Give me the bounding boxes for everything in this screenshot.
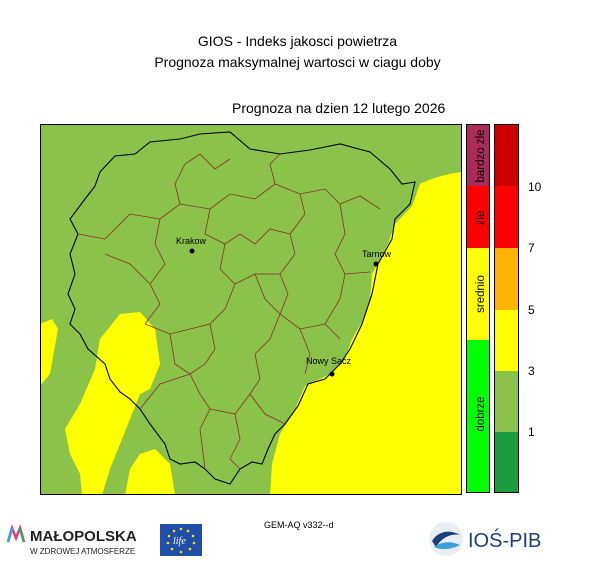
ios-pib-logo: IOŚ-PIB [429,522,541,556]
category-swatch-srednio [466,248,490,340]
moderate-zone-south [125,449,175,495]
moderate-zone-southwest [40,319,58,386]
forecast-date: Prognoza na dzien 12 lutego 2026 [232,100,446,116]
map-frame [40,124,462,495]
index-tick-7: 7 [528,241,535,255]
category-swatch-zle [466,186,490,248]
city-label-tarnow: Tarnow [362,249,392,259]
index-tick-3: 3 [528,364,535,378]
index-swatch-5 [494,248,519,310]
city-krakow[interactable]: Krakow [176,236,207,254]
index-swatch-7 [494,186,519,248]
index-legend-bar [494,124,519,493]
category-swatch-bardzo-zle [466,124,490,186]
index-swatch-3 [494,310,519,371]
index-swatch-10 [494,124,519,186]
eu-life-text: life [173,536,186,547]
malopolska-logo: MAŁOPOLSKA W ZDROWEJ ATMOSFERZE [6,524,137,556]
city-label-krakow: Krakow [176,236,207,246]
category-label-dobrze: dobrze [475,396,487,432]
malopolska-tagline: W ZDROWEJ ATMOSFERZE [30,547,135,556]
model-version: GEM-AQ v332--d [264,520,334,530]
ios-pib-text: IOŚ-PIB [468,528,541,552]
city-label-nowy-sacz: Nowy Sacz [306,356,352,366]
city-marker [189,248,195,254]
map-title: GIOS - Indeks jakosci powietrza [197,33,398,49]
index-swatch-1 [494,371,519,432]
eu-life-logo: life [160,524,202,556]
index-swatch-0 [494,432,519,493]
air-quality-map: Krakow Tarnow Nowy Sacz [40,124,462,495]
category-label-srednio: srednio [475,275,487,313]
category-swatch-dobrze [466,340,490,493]
region-border [67,131,416,485]
city-marker [329,371,335,377]
moderate-zone-west [65,312,160,495]
index-tick-5: 5 [528,303,535,317]
city-nowy-sacz[interactable]: Nowy Sacz [306,356,352,377]
category-legend-bar [466,124,490,493]
city-tarnow[interactable]: Tarnow [362,249,392,267]
city-marker [373,261,379,267]
index-tick-1: 1 [528,425,535,439]
moderate-zone-east [270,172,462,495]
district-borders [77,153,381,470]
index-tick-10: 10 [528,180,542,194]
malopolska-name: MAŁOPOLSKA [30,528,137,545]
map-subtitle: Prognoza maksymalnej wartosci w ciagu do… [154,54,441,70]
